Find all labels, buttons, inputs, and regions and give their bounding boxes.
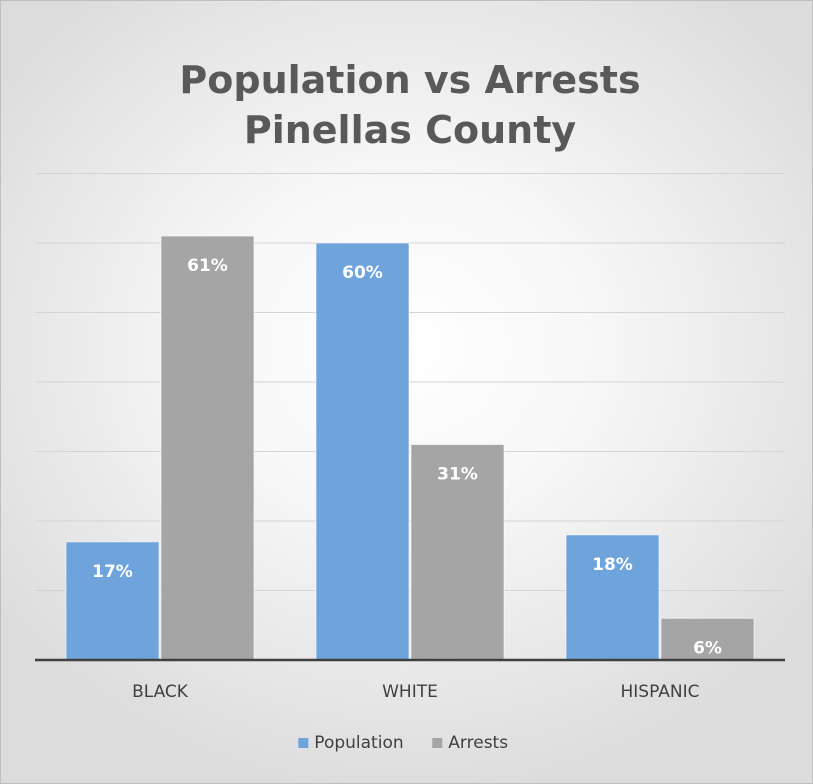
bar-white-population — [315, 242, 410, 661]
data-label-white-arrests: 31% — [437, 465, 478, 485]
data-label-white-population: 60% — [342, 263, 383, 283]
chart-title: Population vs Arrests Pinellas County — [179, 58, 640, 152]
gridlines — [35, 173, 785, 591]
bar-hispanic-arrests — [660, 617, 755, 661]
category-label-black: BLACK — [132, 682, 189, 702]
data-labels: 17% 61% 60% 31% 18% 6% — [92, 256, 722, 658]
category-axis-labels: BLACK WHITE HISPANIC — [132, 682, 699, 702]
legend-swatch-arrests — [432, 738, 443, 748]
bars — [65, 235, 755, 661]
legend-label-arrests: Arrests — [448, 733, 508, 753]
bar-black-arrests — [160, 235, 255, 661]
category-label-hispanic: HISPANIC — [621, 682, 700, 702]
legend-swatch-population — [298, 738, 309, 748]
data-label-black-population: 17% — [92, 562, 133, 582]
chart-title-line-1: Population vs Arrests — [179, 58, 640, 102]
bar-black-population — [65, 541, 160, 661]
data-label-black-arrests: 61% — [187, 256, 228, 276]
bar-hispanic-population — [565, 534, 660, 661]
chart-title-line-2: Pinellas County — [244, 108, 577, 152]
data-label-hispanic-arrests: 6% — [693, 638, 722, 658]
legend-label-population: Population — [314, 733, 403, 753]
legend: Population Arrests — [298, 733, 508, 753]
category-label-white: WHITE — [382, 682, 438, 702]
data-label-hispanic-population: 18% — [592, 555, 633, 575]
